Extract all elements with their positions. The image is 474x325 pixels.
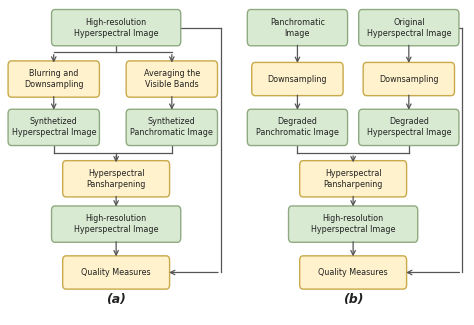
Text: (a): (a) (106, 293, 126, 306)
FancyBboxPatch shape (300, 161, 407, 197)
FancyBboxPatch shape (52, 9, 181, 46)
Text: (b): (b) (343, 293, 364, 306)
Text: High-resolution
Hyperspectral Image: High-resolution Hyperspectral Image (74, 214, 158, 234)
Text: Downsampling: Downsampling (379, 74, 438, 84)
Text: Quality Measures: Quality Measures (82, 268, 151, 277)
Text: Averaging the
Visible Bands: Averaging the Visible Bands (144, 69, 200, 89)
FancyBboxPatch shape (252, 62, 343, 96)
FancyBboxPatch shape (63, 256, 170, 289)
Text: Degraded
Panchromatic Image: Degraded Panchromatic Image (256, 117, 339, 137)
FancyBboxPatch shape (363, 62, 455, 96)
FancyBboxPatch shape (359, 109, 459, 146)
Text: Degraded
Hyperspectral Image: Degraded Hyperspectral Image (366, 117, 451, 137)
Text: Downsampling: Downsampling (268, 74, 327, 84)
FancyBboxPatch shape (247, 9, 347, 46)
Text: Panchromatic
Image: Panchromatic Image (270, 18, 325, 38)
FancyBboxPatch shape (8, 61, 100, 97)
Text: Quality Measures: Quality Measures (319, 268, 388, 277)
Text: High-resolution
Hyperspectral Image: High-resolution Hyperspectral Image (74, 18, 158, 38)
FancyBboxPatch shape (8, 109, 100, 146)
FancyBboxPatch shape (289, 206, 418, 242)
FancyBboxPatch shape (300, 256, 407, 289)
FancyBboxPatch shape (126, 109, 218, 146)
Text: High-resolution
Hyperspectral Image: High-resolution Hyperspectral Image (311, 214, 395, 234)
Text: Original
Hyperspectral Image: Original Hyperspectral Image (366, 18, 451, 38)
Text: Synthetized
Hyperspectral Image: Synthetized Hyperspectral Image (11, 117, 96, 137)
Text: Blurring and
Downsampling: Blurring and Downsampling (24, 69, 83, 89)
Text: Hyperspectral
Pansharpening: Hyperspectral Pansharpening (323, 169, 383, 189)
FancyBboxPatch shape (52, 206, 181, 242)
FancyBboxPatch shape (126, 61, 218, 97)
FancyBboxPatch shape (247, 109, 347, 146)
Text: Synthetized
Panchromatic Image: Synthetized Panchromatic Image (130, 117, 213, 137)
Text: Hyperspectral
Pansharpening: Hyperspectral Pansharpening (86, 169, 146, 189)
FancyBboxPatch shape (359, 9, 459, 46)
FancyBboxPatch shape (63, 161, 170, 197)
